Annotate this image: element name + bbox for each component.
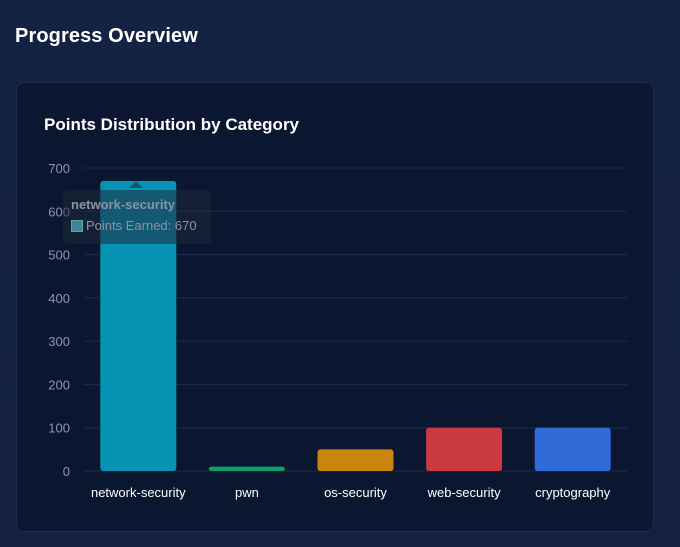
card-title: Points Distribution by Category <box>44 115 300 134</box>
y-tick-label: 700 <box>48 161 70 176</box>
tooltip-title: network-security <box>71 197 176 212</box>
tooltip-swatch <box>71 220 83 232</box>
y-tick-label: 0 <box>63 464 70 479</box>
bar-web-security[interactable] <box>426 427 503 471</box>
bars-layer <box>100 180 611 471</box>
bar-network-security[interactable] <box>100 180 177 471</box>
y-tick-label: 400 <box>48 291 70 306</box>
y-tick-label: 300 <box>48 334 70 349</box>
bar-pwn[interactable] <box>208 466 285 471</box>
bar-tooltip: network-security Points Earned: 670 <box>63 190 211 244</box>
y-tick-label: 100 <box>48 421 70 436</box>
x-axis: network-security pwn os-security web-securi… <box>91 485 611 500</box>
bar-cryptography[interactable] <box>534 427 611 471</box>
x-tick-label: os-security <box>324 485 387 500</box>
tooltip-caret <box>129 181 143 188</box>
y-tick-label: 500 <box>48 248 70 263</box>
tooltip-row: Points Earned: 670 <box>71 218 203 234</box>
tooltip-text: Points Earned: 670 <box>86 218 197 233</box>
x-tick-label: cryptography <box>535 485 611 500</box>
x-tick-label: pwn <box>235 485 259 500</box>
page-title: Progress Overview <box>15 25 198 47</box>
x-tick-label: network-security <box>91 485 186 500</box>
x-tick-label: web-security <box>427 485 501 500</box>
y-tick-label: 200 <box>48 377 70 392</box>
bar-os-security[interactable] <box>317 449 394 471</box>
